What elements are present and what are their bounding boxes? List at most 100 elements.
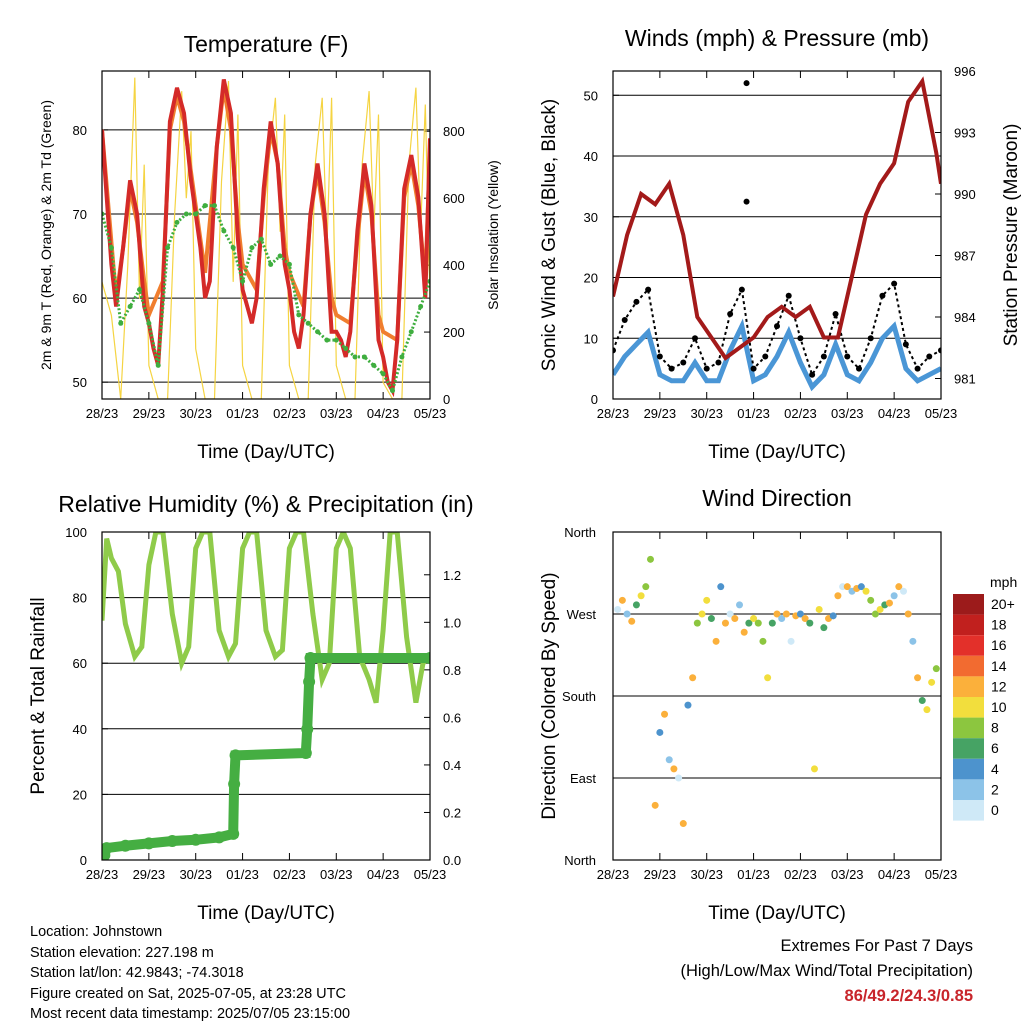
x-tick-label: 28/23 [86, 867, 119, 882]
legend-title: mph [990, 574, 1017, 590]
chart-panel-4: Wind Direction Time (Day/UTC) North East Sou… [539, 485, 1017, 924]
right-y-tick-label: 0.4 [443, 758, 461, 773]
latlon-text: Station lat/lon: 42.9843; -74.3018 [30, 965, 244, 981]
direction-point [843, 583, 851, 591]
chart-title: Wind Direction [702, 485, 852, 511]
extremes-title: Extremes For Past 7 Days [780, 937, 973, 955]
right-y-tick-label: 984 [954, 310, 976, 325]
y-tick-label: 40 [584, 149, 598, 164]
direction-point [670, 765, 678, 773]
direction-point [661, 710, 669, 718]
location-text: Location: Johnstown [30, 924, 163, 940]
elevation-text: Station elevation: 227.198 m [30, 944, 214, 961]
y-tick-label: 10 [584, 331, 598, 346]
direction-point [914, 674, 922, 682]
right-y-tick-label: 800 [443, 124, 465, 139]
direction-point [820, 624, 828, 632]
y-tick-label: North [564, 853, 596, 868]
legend-swatch [953, 594, 984, 615]
right-y-tick-label: 0.8 [443, 663, 461, 678]
chart-title: Temperature (F) [184, 31, 349, 57]
direction-point [642, 583, 650, 591]
y-tick-label: 80 [73, 123, 87, 138]
legend-swatch [953, 697, 984, 718]
direction-point [810, 765, 818, 773]
x-tick-label: 01/23 [737, 867, 770, 882]
chart-title: Relative Humidity (%) & Precipitation (i… [58, 491, 473, 517]
direction-point [871, 610, 879, 618]
right-y-tick-label: 0.6 [443, 710, 461, 725]
right-y-tick-label: 0.2 [443, 805, 461, 820]
y-tick-label: 50 [584, 88, 598, 103]
y-axis-label: 2m & 9m T (Red, Orange) & 2m Td (Green) [38, 100, 54, 370]
direction-point [778, 615, 786, 623]
y-tick-label: West [567, 607, 597, 622]
precip-point [228, 777, 241, 790]
gridlines [102, 597, 430, 795]
legend-label: 8 [991, 720, 999, 736]
right-y-tick-label: 400 [443, 258, 465, 273]
direction-point [928, 678, 936, 686]
direction-point [637, 592, 645, 600]
legend-label: 18 [991, 617, 1007, 633]
precip-point [304, 651, 317, 664]
x-tick-label: 28/23 [597, 406, 630, 421]
gust-outlier-point [743, 198, 750, 205]
chart-panel-1: Temperature (F)Time (Day/UTC)50607080020… [38, 31, 501, 463]
x-tick-label: 29/23 [644, 406, 677, 421]
precip-point [213, 831, 226, 844]
direction-point [890, 592, 898, 600]
right-y-tick-label: 987 [954, 249, 976, 264]
direction-point [614, 605, 622, 613]
y-tick-labels: 0 10 20 30 40 50 [584, 88, 619, 407]
x-tick-label: 30/23 [690, 406, 723, 421]
y-tick-label: 30 [584, 210, 598, 225]
direction-point [693, 619, 701, 627]
x-tick-labels: 28/23 29/23 30/23 01/23 02/23 03/23 04/23 05/23 [597, 532, 957, 882]
direction-point [834, 592, 842, 600]
recent-timestamp-text: Most recent data timestamp: 2025/07/05 2… [30, 1006, 351, 1022]
x-tick-label: 28/23 [86, 406, 119, 421]
x-axis-label: Time (Day/UTC) [708, 442, 846, 463]
x-tick-label: 04/23 [367, 406, 400, 421]
direction-point [684, 701, 692, 709]
direction-point [923, 706, 931, 714]
y-tick-label: 80 [73, 591, 87, 606]
legend-swatch [953, 635, 984, 656]
direction-point [618, 596, 626, 604]
x-tick-label: 03/23 [320, 406, 353, 421]
extremes-box: Extremes For Past 7 Days (High/Low/Max W… [680, 934, 973, 1009]
precip-point [119, 839, 132, 852]
precip-point [301, 723, 314, 736]
humidity-line [102, 532, 430, 704]
y-tick-label: South [562, 689, 596, 704]
x-tick-label: 01/23 [737, 406, 770, 421]
direction-point [885, 599, 893, 607]
dewpoint-line [102, 204, 430, 395]
legend-swatch [953, 758, 984, 780]
x-axis-label: Time (Day/UTC) [197, 442, 335, 463]
direction-point [656, 728, 664, 736]
x-tick-label: 05/23 [414, 406, 447, 421]
x-tick-label: 29/23 [644, 867, 677, 882]
direction-point [796, 610, 804, 618]
x-tick-label: 30/23 [179, 867, 212, 882]
x-tick-label: 03/23 [320, 867, 353, 882]
direction-point [815, 605, 823, 613]
direction-point [665, 756, 673, 764]
direction-point [750, 615, 758, 623]
x-tick-label: 30/23 [179, 406, 212, 421]
y-tick-label: 50 [73, 375, 87, 390]
direction-point [862, 587, 870, 595]
direction-point [867, 596, 875, 604]
legend-label: 6 [991, 740, 999, 756]
x-tick-label: 01/23 [226, 867, 259, 882]
x-tick-label: 29/23 [133, 867, 166, 882]
gust-point [727, 310, 734, 317]
y-axis-label: Direction (Colored By Speed) [539, 572, 560, 819]
direction-point [712, 637, 720, 645]
precip-line [102, 653, 430, 860]
precip-point [142, 837, 155, 850]
direction-point [764, 674, 772, 682]
sonic-wind-line [613, 318, 941, 392]
